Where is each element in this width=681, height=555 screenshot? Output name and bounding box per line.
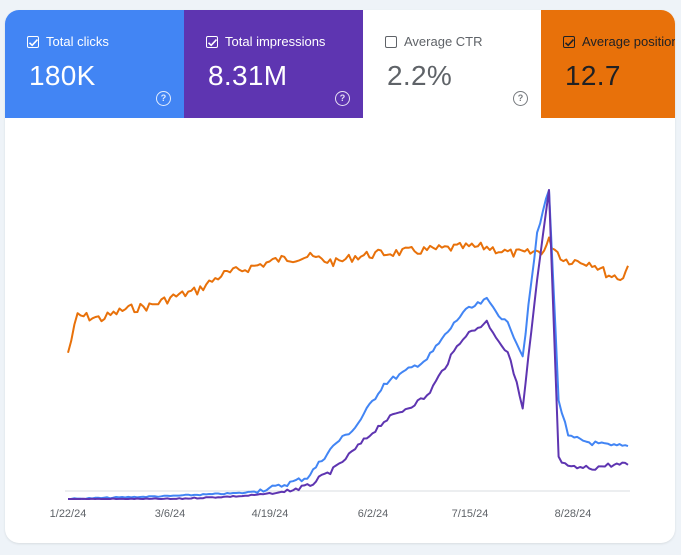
metric-tiles: Total clicks 180K ? Total impressions 8.… bbox=[5, 10, 675, 118]
metric-value: 12.7 bbox=[565, 60, 621, 91]
metric-label: Average CTR bbox=[404, 34, 483, 49]
metric-label: Total impressions bbox=[225, 34, 326, 49]
checkbox-checked-icon[interactable] bbox=[206, 36, 218, 48]
x-tick-label: 8/28/24 bbox=[555, 508, 592, 520]
total-clicks-header: Total clicks bbox=[27, 34, 109, 50]
series-line-impressions[interactable] bbox=[68, 189, 629, 500]
checkbox-unchecked-icon[interactable] bbox=[385, 36, 397, 48]
series-layer bbox=[67, 189, 629, 500]
x-tick-label: 3/6/24 bbox=[155, 508, 186, 520]
average-ctr-header: Average CTR bbox=[385, 34, 483, 50]
metric-label: Average position bbox=[582, 34, 675, 49]
series-line-position[interactable] bbox=[67, 236, 629, 353]
metric-value: 2.2% bbox=[387, 60, 453, 91]
average-position-tile[interactable]: Average position 12.7 bbox=[541, 10, 675, 118]
metric-value: 8.31M bbox=[208, 60, 288, 91]
average-position-header: Average position bbox=[563, 34, 675, 50]
help-icon[interactable]: ? bbox=[513, 91, 528, 106]
help-icon[interactable]: ? bbox=[335, 91, 350, 106]
series-line-clicks[interactable] bbox=[68, 189, 629, 500]
total-impressions-header: Total impressions bbox=[206, 34, 325, 50]
x-tick-labels: 1/22/24 3/6/24 4/19/24 6/2/24 7/15/24 8/28/24 bbox=[50, 508, 592, 520]
total-clicks-tile[interactable]: Total clicks 180K ? bbox=[5, 10, 184, 118]
metric-value: 180K bbox=[29, 60, 96, 91]
checkbox-checked-icon[interactable] bbox=[563, 36, 575, 48]
x-tick-label: 6/2/24 bbox=[358, 508, 389, 520]
total-impressions-tile[interactable]: Total impressions 8.31M ? bbox=[184, 10, 363, 118]
performance-card: Total clicks 180K ? Total impressions 8.… bbox=[5, 10, 675, 543]
average-ctr-tile[interactable]: Average CTR 2.2% ? bbox=[363, 10, 541, 118]
checkbox-checked-icon[interactable] bbox=[27, 36, 39, 48]
x-tick-label: 1/22/24 bbox=[50, 508, 87, 520]
x-tick-label: 4/19/24 bbox=[252, 508, 289, 520]
performance-line-chart[interactable]: 1/22/24 3/6/24 4/19/24 6/2/24 7/15/24 8/28/24 bbox=[5, 118, 675, 543]
help-icon[interactable]: ? bbox=[156, 91, 171, 106]
x-tick-label: 7/15/24 bbox=[452, 508, 489, 520]
metric-label: Total clicks bbox=[46, 34, 109, 49]
